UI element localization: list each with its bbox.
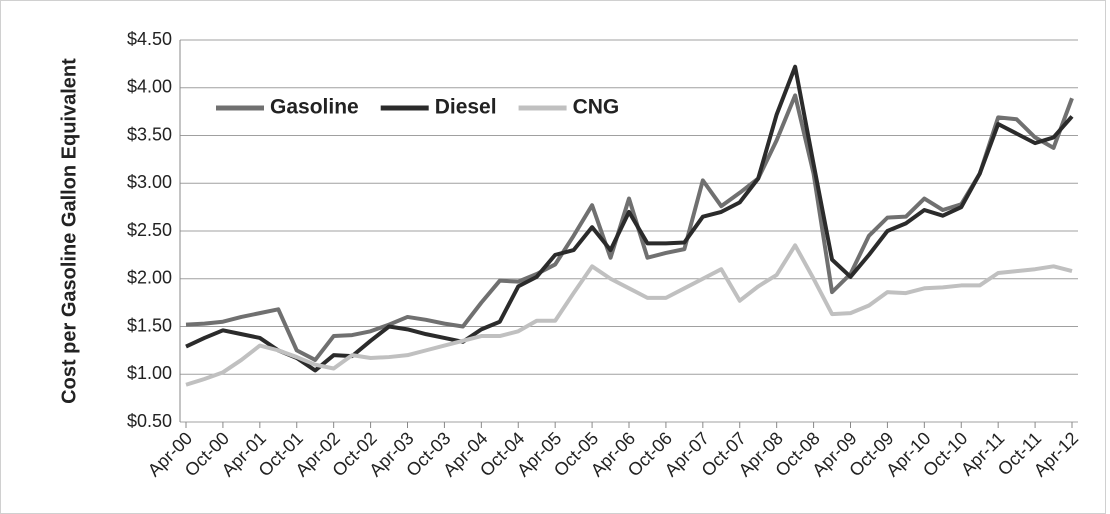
y-tick-label: $2.00 <box>127 268 172 288</box>
series-line <box>185 64 1074 373</box>
series-line <box>185 93 1074 362</box>
y-tick-label: $4.50 <box>127 29 172 49</box>
y-tick-label: $3.00 <box>127 172 172 192</box>
y-axis-label: Cost per Gasoline Gallon Equivalent <box>58 58 80 404</box>
y-tick-label: $1.50 <box>127 315 172 335</box>
y-tick-label: $3.50 <box>127 124 172 144</box>
series-line <box>185 243 1073 387</box>
legend-label: CNG <box>573 96 620 119</box>
legend-label: Diesel <box>435 96 497 119</box>
y-tick-label: $0.50 <box>127 411 172 431</box>
legend-label: Gasoline <box>270 96 359 119</box>
y-tick-label: $2.50 <box>127 220 172 240</box>
y-tick-label: $4.00 <box>127 77 172 97</box>
y-tick-label: $1.00 <box>127 363 172 383</box>
